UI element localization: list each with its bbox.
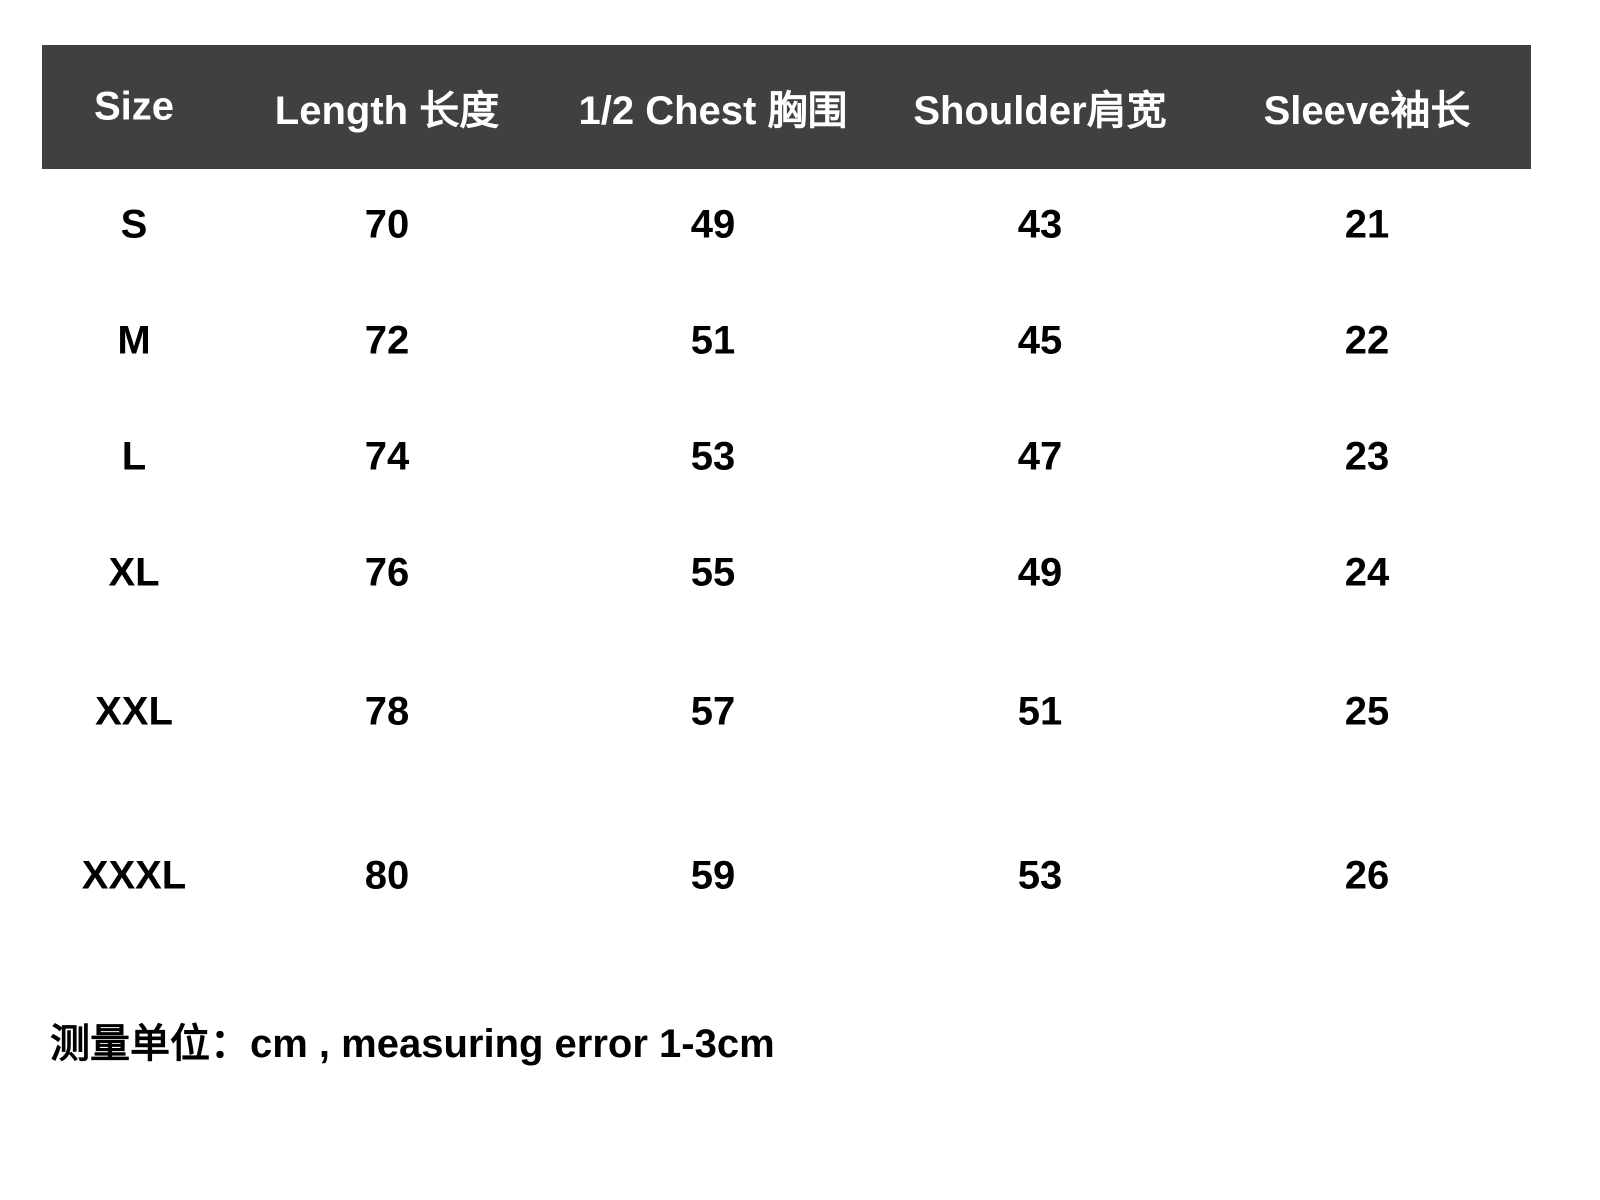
column-header: Size [93,84,175,129]
column-header: Shoulder肩宽 [913,89,1167,133]
measurement-cell: 47 [1017,434,1063,479]
measurement-cell: 53 [1017,853,1063,898]
measurement-cell: 78 [364,689,410,734]
measurement-cell: 45 [1017,318,1063,363]
measurement-note: 测量单位：cm , measuring error 1-3cm [50,1022,775,1066]
measurement-cell: 59 [690,853,736,898]
size-label: S [120,202,148,247]
measurement-cell: 49 [690,202,736,247]
column-header: Sleeve袖长 [1263,89,1471,133]
size-label: XXXL [81,853,187,898]
measurement-cell: 76 [364,550,410,595]
measurement-cell: 57 [690,689,736,734]
measurement-cell: 21 [1344,202,1390,247]
measurement-cell: 53 [690,434,736,479]
column-header: Length 长度 [274,89,500,133]
measurement-cell: 51 [1017,689,1063,734]
measurement-cell: 24 [1344,550,1390,595]
size-label: M [117,318,151,363]
measurement-cell: 51 [690,318,736,363]
measurement-cell: 80 [364,853,410,898]
measurement-cell: 26 [1344,853,1390,898]
measurement-cell: 25 [1344,689,1390,734]
measurement-cell: 72 [364,318,410,363]
measurement-cell: 70 [364,202,410,247]
measurement-cell: 23 [1344,434,1390,479]
table-header [42,45,1531,169]
measurement-cell: 43 [1017,202,1063,247]
measurement-cell: 55 [690,550,736,595]
size-label: XXL [95,689,173,734]
column-header: 1/2 Chest 胸围 [578,89,848,133]
measurement-cell: 22 [1344,318,1390,363]
size-label: L [121,434,147,479]
measurement-cell: 49 [1017,550,1063,595]
size-label: XL [108,550,160,595]
measurement-cell: 74 [364,434,410,479]
